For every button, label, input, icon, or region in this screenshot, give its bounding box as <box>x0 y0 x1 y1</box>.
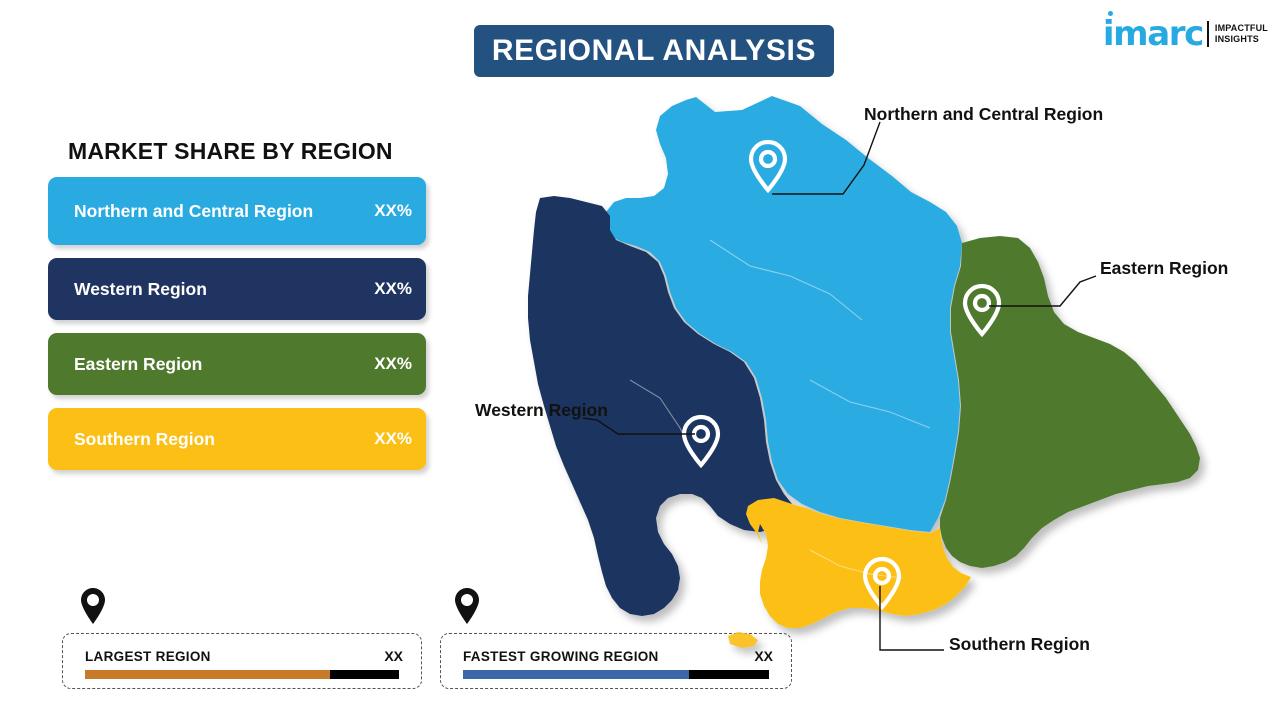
saudi-arabia-region-map <box>510 80 1220 650</box>
logo-tagline-line1: IMPACTFUL <box>1214 23 1268 33</box>
logo-dot-icon <box>1107 11 1113 16</box>
imarc-logo: imarc IMPACTFUL INSIGHTS <box>1102 11 1268 54</box>
market-share-heading: MARKET SHARE BY REGION <box>68 138 393 164</box>
fastest-growing-region-row: FASTEST GROWING REGION XX <box>441 634 791 664</box>
legend-item-value: XX% <box>374 354 412 373</box>
map-island-southwest <box>728 632 758 648</box>
legend-item-label: Western Region <box>74 278 207 299</box>
callout-label-southern: Southern Region <box>949 634 1090 654</box>
fastest-growing-region-title: FASTEST GROWING REGION <box>463 649 659 664</box>
logo-tagline: IMPACTFUL INSIGHTS <box>1215 23 1268 45</box>
map-region-northern-and-central <box>604 96 962 532</box>
logo-wordmark: imarc <box>1102 11 1204 54</box>
legend-item-northern-and-central-region[interactable]: Northern and Central Region XX% <box>48 177 426 245</box>
callout-label-western: Western Region <box>475 400 608 420</box>
largest-region-stat-box: LARGEST REGION XX <box>62 633 422 689</box>
legend-item-value: XX% <box>374 201 412 220</box>
map-region-western <box>528 196 792 616</box>
page-title: REGIONAL ANALYSIS <box>491 34 817 67</box>
legend-item-southern-region[interactable]: Southern Region XX% <box>48 408 426 470</box>
region-share-legend: Northern and Central Region XX% Western … <box>48 177 428 483</box>
legend-item-eastern-region[interactable]: Eastern Region XX% <box>48 333 426 395</box>
largest-region-title: LARGEST REGION <box>85 649 211 664</box>
legend-item-value: XX% <box>374 429 412 448</box>
page-title-banner: REGIONAL ANALYSIS <box>474 25 834 77</box>
fastest-growing-region-meter-track <box>463 670 769 679</box>
largest-region-meter-track <box>85 670 399 679</box>
callout-label-northern-and-central: Northern and Central Region <box>864 104 1104 124</box>
legend-item-label: Northern and Central Region <box>74 200 314 221</box>
map-pin-icon <box>455 588 479 624</box>
legend-item-label: Southern Region <box>74 428 215 449</box>
map-pin-icon <box>81 588 105 624</box>
map-region-eastern <box>940 236 1200 568</box>
fastest-growing-region-value: XX <box>754 648 773 664</box>
logo-wordmark-text: imarc <box>1102 14 1204 54</box>
largest-region-value: XX <box>384 648 403 664</box>
legend-item-label: Eastern Region <box>74 353 203 374</box>
callout-label-eastern: Eastern Region <box>1100 258 1229 278</box>
largest-region-meter-fill <box>85 670 330 679</box>
fastest-growing-region-meter-fill <box>463 670 690 679</box>
legend-item-western-region[interactable]: Western Region XX% <box>48 258 426 320</box>
largest-region-row: LARGEST REGION XX <box>63 634 421 664</box>
logo-tagline-line2: INSIGHTS <box>1214 34 1259 44</box>
logo-divider <box>1206 21 1209 47</box>
legend-item-value: XX% <box>374 279 412 298</box>
